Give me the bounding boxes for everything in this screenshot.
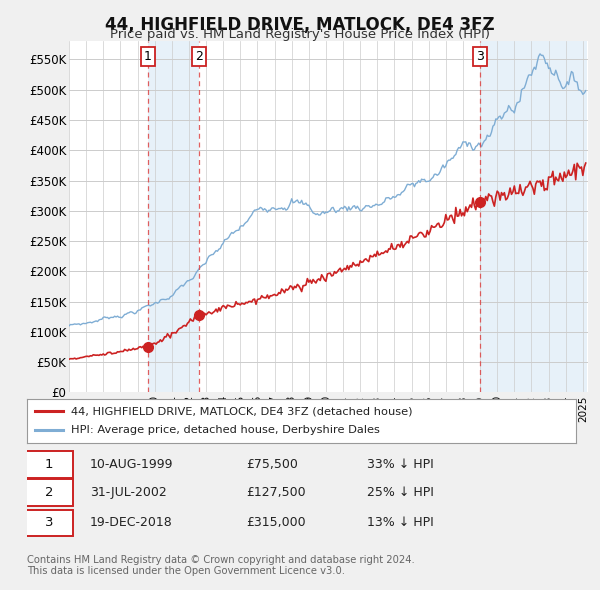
Text: Contains HM Land Registry data © Crown copyright and database right 2024.
This d: Contains HM Land Registry data © Crown c… (27, 555, 415, 576)
Text: 19-DEC-2018: 19-DEC-2018 (90, 516, 173, 529)
FancyBboxPatch shape (26, 480, 73, 506)
Text: £315,000: £315,000 (247, 516, 306, 529)
Text: 1: 1 (45, 458, 53, 471)
Text: 25% ↓ HPI: 25% ↓ HPI (367, 486, 434, 499)
Text: 3: 3 (476, 50, 484, 63)
Text: £75,500: £75,500 (247, 458, 298, 471)
Text: 13% ↓ HPI: 13% ↓ HPI (367, 516, 434, 529)
Text: 1: 1 (144, 50, 152, 63)
Text: 3: 3 (45, 516, 53, 529)
FancyBboxPatch shape (26, 451, 73, 477)
Text: 2: 2 (195, 50, 203, 63)
Bar (479, 41, 587, 392)
Text: HPI: Average price, detached house, Derbyshire Dales: HPI: Average price, detached house, Derb… (71, 425, 380, 435)
Text: £127,500: £127,500 (247, 486, 306, 499)
Text: 2: 2 (45, 486, 53, 499)
Text: 44, HIGHFIELD DRIVE, MATLOCK, DE4 3FZ (detached house): 44, HIGHFIELD DRIVE, MATLOCK, DE4 3FZ (d… (71, 406, 412, 416)
Text: 33% ↓ HPI: 33% ↓ HPI (367, 458, 434, 471)
Text: 31-JUL-2002: 31-JUL-2002 (90, 486, 167, 499)
FancyBboxPatch shape (26, 510, 73, 536)
Text: 44, HIGHFIELD DRIVE, MATLOCK, DE4 3FZ: 44, HIGHFIELD DRIVE, MATLOCK, DE4 3FZ (105, 16, 495, 34)
Text: Price paid vs. HM Land Registry's House Price Index (HPI): Price paid vs. HM Land Registry's House … (110, 28, 490, 41)
Bar (148, 41, 199, 392)
Text: 10-AUG-1999: 10-AUG-1999 (90, 458, 173, 471)
